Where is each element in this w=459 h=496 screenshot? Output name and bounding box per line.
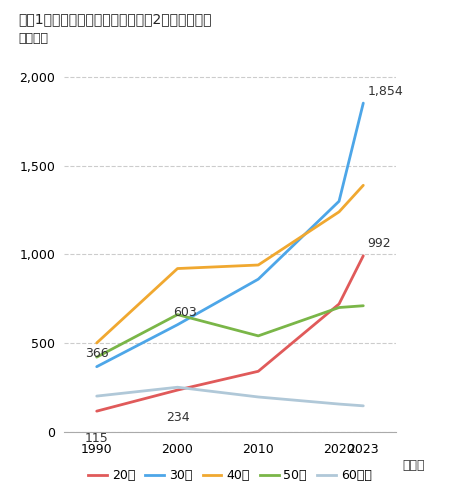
Text: （万円）: （万円） — [18, 32, 48, 45]
Text: 992: 992 — [367, 238, 390, 250]
Text: 115: 115 — [84, 433, 108, 445]
Text: 234: 234 — [165, 411, 189, 424]
Text: 1,854: 1,854 — [367, 85, 402, 98]
Text: 図袅1　年齢別　家計の負債残高（2人以上世帯）: 図袅1 年齢別 家計の負債残高（2人以上世帯） — [18, 12, 212, 26]
Text: 603: 603 — [173, 306, 197, 318]
Legend: 20代, 30代, 40代, 50代, 60代～: 20代, 30代, 40代, 50代, 60代～ — [83, 464, 376, 487]
Text: 366: 366 — [84, 348, 108, 361]
Text: （年）: （年） — [402, 459, 424, 472]
